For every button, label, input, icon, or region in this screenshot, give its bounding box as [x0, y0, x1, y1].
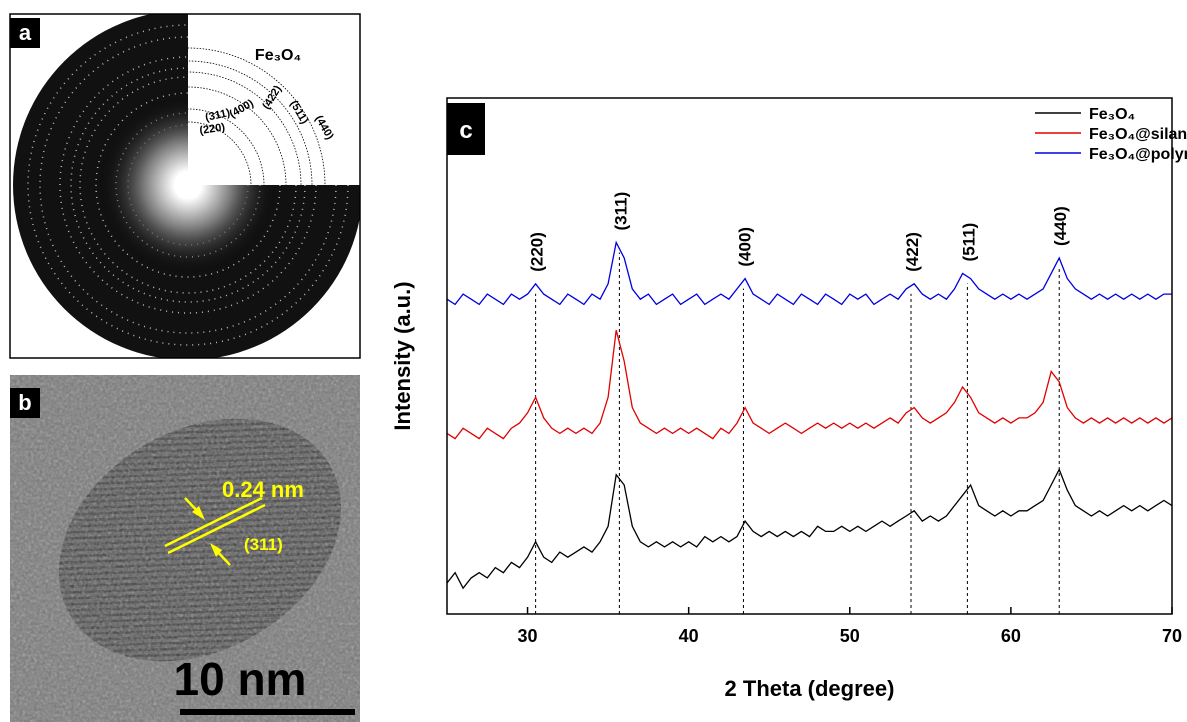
legend-label: Fe₃O₄@polymer	[1089, 146, 1187, 163]
plane-label: (311)	[244, 535, 283, 554]
panel-label: a	[19, 20, 32, 45]
x-tick-label: 30	[518, 626, 538, 646]
x-axis-label: 2 Theta (degree)	[725, 676, 895, 701]
arrow-head	[210, 543, 222, 557]
x-tick-label: 70	[1162, 626, 1182, 646]
series-line	[446, 240, 1172, 306]
panel-frame	[9, 13, 361, 359]
panel-label: b	[18, 390, 31, 415]
panel-label-box	[10, 388, 40, 418]
x-tick-label: 50	[840, 626, 860, 646]
peak-label: (440)	[1051, 206, 1070, 246]
ring-label: (220)	[199, 121, 226, 137]
panel-title: Fe₃O₄	[255, 47, 301, 64]
x-tick-label: 40	[679, 626, 699, 646]
series-line	[446, 467, 1173, 590]
legend-label: Fe₃O₄	[1089, 106, 1135, 123]
peak-label: (220)	[528, 232, 547, 272]
peak-label: (400)	[735, 227, 754, 267]
legend-label: Fe₃O₄@silane	[1089, 126, 1187, 143]
scale-bar	[180, 709, 355, 715]
series-line	[446, 330, 1173, 440]
tem-image	[10, 375, 360, 722]
peak-label: (422)	[903, 232, 922, 272]
spacing-label: 0.24 nm	[222, 477, 304, 502]
panel-label-box	[10, 18, 40, 48]
panel-label: c	[459, 117, 472, 144]
scale-bar-label: 10 nm	[174, 653, 307, 705]
arrow-head	[192, 506, 205, 520]
peak-label: (311)	[611, 192, 630, 231]
chart: (220) (311) (400) (422) (511) (440) 30 40 50 60 70…	[390, 97, 1187, 701]
ring-label: (311)	[204, 107, 231, 124]
panel-label-box	[447, 103, 485, 155]
y-axis-label: Intensity (a.u.)	[390, 281, 415, 430]
peak-label: (511)	[959, 223, 978, 262]
x-tick-label: 60	[1001, 626, 1021, 646]
plot-frame	[446, 97, 1173, 615]
diffraction-pattern	[10, 14, 360, 358]
